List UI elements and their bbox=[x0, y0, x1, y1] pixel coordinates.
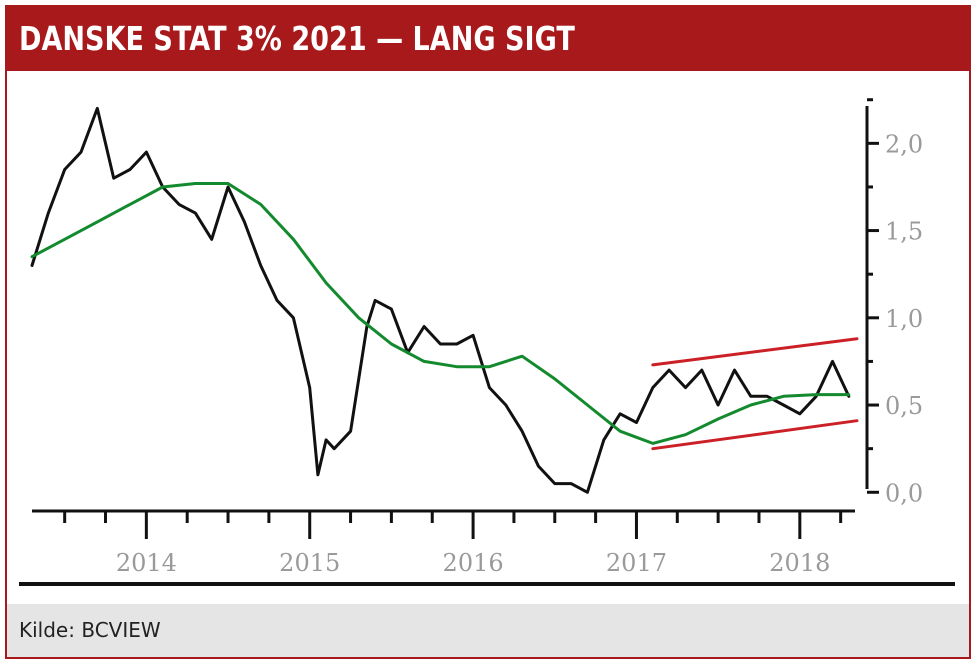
y-tick-label: 0,5 bbox=[885, 392, 923, 420]
y-tick-label: 2,0 bbox=[885, 130, 923, 158]
series-line-price bbox=[30, 106, 851, 494]
chart-area: 0,0 0,5 1,0 1,5 2,0 2014 2015 2016 2017 2018 bbox=[7, 71, 969, 591]
price-chart: 0,0 0,5 1,0 1,5 2,0 2014 2015 2016 2017 2018 bbox=[19, 98, 955, 586]
y-tick-label: 1,0 bbox=[885, 305, 923, 333]
x-tick-label: 2014 bbox=[116, 549, 177, 577]
y-tick-label: 0,0 bbox=[885, 479, 923, 507]
x-tick-label: 2017 bbox=[606, 549, 667, 577]
source-bar: Kilde: BCVIEW bbox=[7, 604, 969, 657]
series-line-moving-average bbox=[30, 182, 851, 445]
chart-card: DANSKE STAT 3% 2021 — LANG SIGT 0,0 0,5 1,… bbox=[5, 5, 971, 659]
x-tick-label: 2016 bbox=[443, 549, 504, 577]
series-line-channel-lower bbox=[651, 419, 859, 451]
x-tick-label: 2018 bbox=[769, 549, 830, 577]
chart-title: DANSKE STAT 3% 2021 — LANG SIGT bbox=[19, 19, 575, 58]
y-tick-label: 1,5 bbox=[885, 218, 923, 246]
title-bar: DANSKE STAT 3% 2021 — LANG SIGT bbox=[7, 7, 969, 71]
series-line-channel-upper bbox=[651, 337, 859, 367]
source-label: Kilde: BCVIEW bbox=[19, 618, 161, 642]
x-tick-label: 2015 bbox=[279, 549, 340, 577]
